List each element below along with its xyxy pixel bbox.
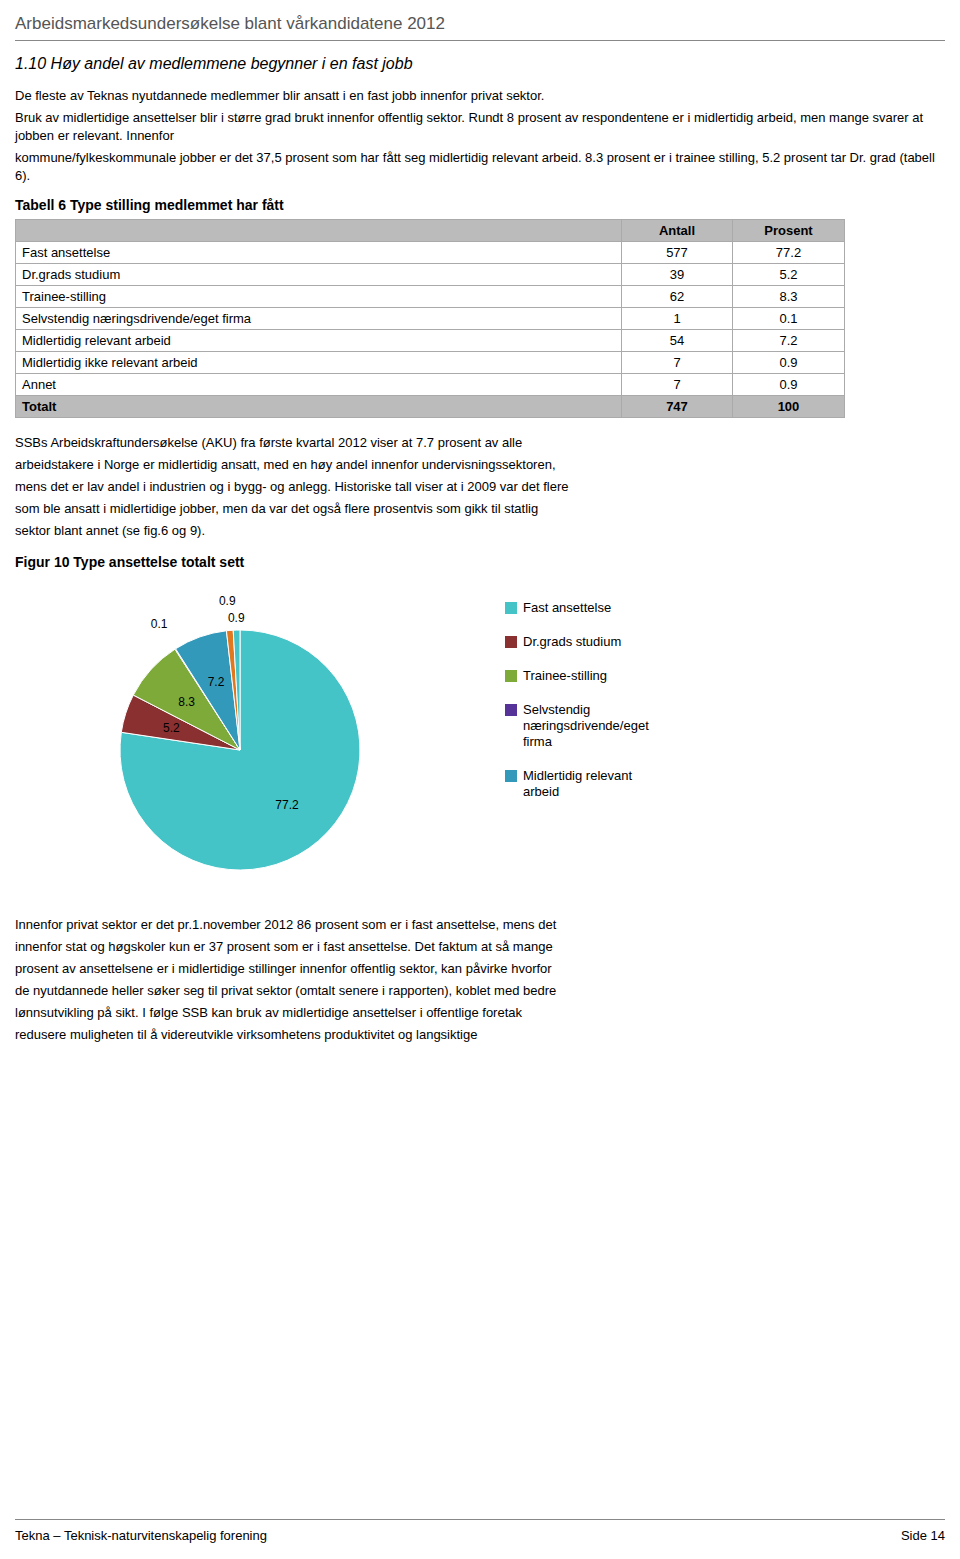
html-text:0.9: 0.9 [779, 355, 798, 370]
html-text:1: 1 [673, 311, 681, 326]
html-text:Dr.grads studium: Dr.grads studium [22, 267, 121, 282]
svg-text:7.2: 7.2 [208, 675, 225, 689]
html-text:54: 54 [669, 333, 685, 348]
svg-text:5.2: 5.2 [163, 721, 180, 735]
html-text:747: 747 [666, 399, 688, 414]
html-text:0.9: 0.9 [779, 377, 798, 392]
svg-text:8.3: 8.3 [178, 695, 195, 709]
html-text:innenfor stat og høgskoler kun: innenfor stat og høgskoler kun er 37 pro… [15, 939, 553, 954]
html-text:kommune/fylkeskommunale jobber: kommune/fylkeskommunale jobber er det 37… [15, 150, 935, 183]
html-text:mens det er lav andel i indust: mens det er lav andel i industrien og i … [15, 479, 569, 494]
html-text:Selvstendig næringsdrivende/eg: Selvstendig næringsdrivende/eget firma [22, 311, 252, 326]
html-text:0.1: 0.1 [779, 311, 798, 326]
html-text:Fast ansettelse: Fast ansettelse [523, 600, 612, 615]
html-text:Bruk av midlertidige ansettels: Bruk av midlertidige ansettelser blir i … [15, 110, 924, 143]
svg-text:0.9: 0.9 [228, 611, 245, 625]
html-text:7: 7 [673, 377, 681, 392]
html-text:39: 39 [669, 267, 685, 282]
html-text:62: 62 [669, 289, 685, 304]
html-text:5.2: 5.2 [779, 267, 798, 282]
html-text:Totalt: Totalt [22, 399, 57, 414]
html-text:lønnsutvikling på sikt. I følg: lønnsutvikling på sikt. I følge SSB kan … [15, 1005, 522, 1020]
html-text:SSBs Arbeidskraftundersøkelse: SSBs Arbeidskraftundersøkelse (AKU) fra … [15, 435, 523, 450]
html-text:8.3: 8.3 [779, 289, 798, 304]
html-text:Side 14: Side 14 [900, 1528, 945, 1543]
html-text:100: 100 [777, 399, 800, 414]
html-text:som ble ansatt i midlertidige: som ble ansatt i midlertidige jobber, me… [15, 501, 539, 516]
html-text:Trainee-stilling: Trainee-stilling [22, 289, 107, 304]
html-text:1.10 Høy andel av medlemmene b: 1.10 Høy andel av medlemmene begynner i … [15, 55, 413, 72]
html-text:Annet: Annet [22, 377, 56, 392]
html-text:577: 577 [666, 245, 688, 260]
svg-text:0.1: 0.1 [151, 617, 168, 631]
html-text:arbeidstakere i Norge er midle: arbeidstakere i Norge er midlertidig ans… [15, 457, 556, 472]
html-text:7.2: 7.2 [779, 333, 798, 348]
html-text:Arbeidsmarkedsundersøkelse bla: Arbeidsmarkedsundersøkelse blant vårkand… [15, 14, 445, 33]
html-text:redusere muligheten til å vide: redusere muligheten til å videreutvikle … [15, 1027, 478, 1042]
html-text:Prosent: Prosent [764, 223, 813, 238]
html-text:Antall: Antall [658, 223, 696, 238]
html-text:Innenfor privat sektor er det: Innenfor privat sektor er det pr.1.novem… [15, 917, 557, 932]
html-text:prosent av ansettelsene er i m: prosent av ansettelsene er i midlertidig… [15, 961, 552, 976]
html-text:sektor blant annet (se fig.6 o: sektor blant annet (se fig.6 og 9). [15, 523, 206, 538]
svg-text:77.2: 77.2 [275, 798, 299, 812]
html-text:Midlertidig ikke relevant arbe: Midlertidig ikke relevant arbeid [22, 355, 198, 370]
html-text:77.2: 77.2 [775, 245, 802, 260]
html-text:de nyutdannede heller søker se: de nyutdannede heller søker seg til priv… [15, 983, 557, 998]
html-text:De fleste av Teknas nyutdanned: De fleste av Teknas nyutdannede medlemme… [15, 88, 545, 103]
html-text:Selvstendig næringsdrivende/eg: Selvstendig næringsdrivende/eget firma [523, 702, 649, 749]
html-text:7: 7 [673, 355, 681, 370]
html-text:Fast ansettelse: Fast ansettelse [22, 245, 111, 260]
svg-text:0.9: 0.9 [219, 594, 236, 608]
html-text:Tekna – Teknisk-naturvitenskap: Tekna – Teknisk-naturvitenskapelig foren… [15, 1528, 267, 1543]
html-text:Trainee-stilling: Trainee-stilling [523, 668, 608, 683]
html-text:Midlertidig relevant arbeid: Midlertidig relevant arbeid [523, 768, 633, 799]
html-text:Dr.grads studium: Dr.grads studium [523, 634, 622, 649]
html-text:Figur 10 Type ansettelse total: Figur 10 Type ansettelse totalt sett [15, 554, 245, 570]
html-text:Tabell 6 Type stilling medlemm: Tabell 6 Type stilling medlemmet har fåt… [15, 197, 284, 213]
html-text:Midlertidig relevant arbeid: Midlertidig relevant arbeid [22, 333, 171, 348]
